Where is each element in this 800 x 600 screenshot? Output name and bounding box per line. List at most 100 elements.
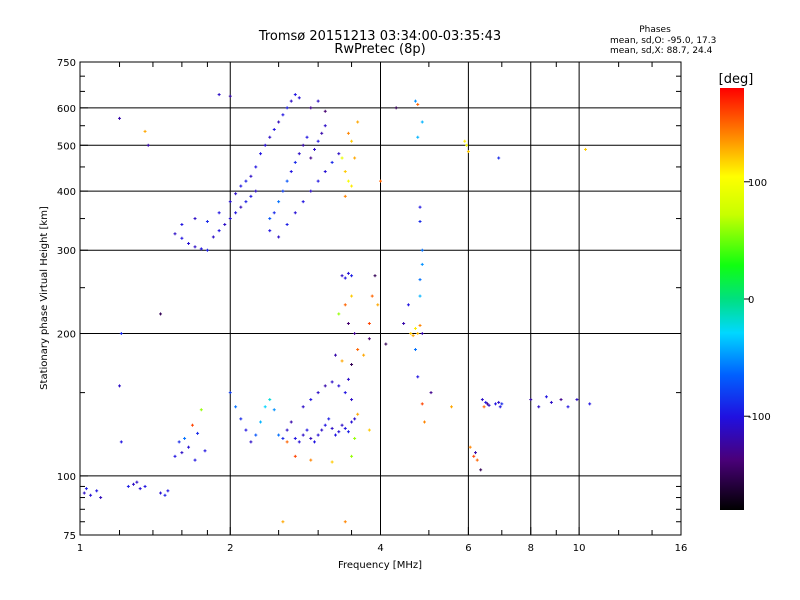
data-point [193, 245, 197, 249]
data-point [239, 417, 243, 421]
data-point [180, 236, 184, 240]
data-point [487, 403, 491, 407]
y-tick-label: 400 [57, 187, 76, 198]
data-point [281, 189, 285, 193]
x-tick-label: 16 [675, 543, 688, 554]
phase-info-heading: Phases [639, 25, 671, 35]
x-tick-label: 2 [227, 543, 233, 554]
colorbar-tick-label: -100 [748, 412, 771, 423]
data-point [418, 205, 422, 209]
y-tick-label: 600 [57, 104, 76, 115]
data-point [173, 232, 177, 236]
data-point [343, 276, 347, 280]
x-tick-label: 10 [573, 543, 586, 554]
data-point [183, 436, 187, 440]
y-tick-label: 100 [57, 472, 76, 483]
scatter-points [82, 93, 592, 524]
data-point [353, 156, 357, 160]
data-point [350, 184, 354, 188]
data-point [234, 211, 238, 215]
data-point [84, 487, 88, 491]
data-point [177, 440, 181, 444]
colorbar-tick-label: 0 [748, 295, 754, 306]
data-point [353, 417, 357, 421]
data-point [333, 433, 337, 437]
data-point [249, 440, 253, 444]
colorbar-ticks: 100 0 -100 [744, 178, 771, 423]
data-point [484, 400, 488, 404]
data-point [330, 460, 334, 464]
data-point [343, 194, 347, 198]
data-point [409, 332, 413, 336]
data-point [497, 156, 501, 160]
data-point [119, 332, 123, 336]
x-tick-label: 1 [77, 543, 83, 554]
y-tick-label: 75 [63, 531, 76, 542]
data-point [416, 375, 420, 379]
data-point [193, 458, 197, 462]
data-point [420, 248, 424, 252]
y-tick-label: 300 [57, 246, 76, 257]
colorbar-tick-label: 100 [748, 178, 767, 189]
data-point [420, 332, 424, 336]
data-point [228, 94, 232, 98]
data-point [89, 493, 93, 497]
data-point [163, 493, 167, 497]
data-point [353, 332, 357, 336]
data-point [285, 440, 289, 444]
data-point [297, 440, 301, 444]
data-point [309, 458, 313, 462]
data-point [346, 271, 350, 275]
data-point [575, 398, 579, 402]
data-point [301, 200, 305, 204]
data-point [473, 451, 477, 455]
data-point [263, 405, 267, 409]
data-point [384, 342, 388, 346]
data-point [289, 170, 293, 174]
data-point [203, 449, 207, 453]
data-point [228, 217, 232, 221]
data-point [420, 402, 424, 406]
data-point [281, 113, 285, 117]
data-point [316, 99, 320, 103]
data-point [95, 489, 99, 493]
data-point [323, 423, 327, 427]
colorbar [720, 88, 744, 510]
data-point [180, 223, 184, 227]
x-axis-label: Frequency [MHz] [338, 560, 422, 571]
data-point [337, 430, 341, 434]
data-point [272, 127, 276, 131]
y-tick-label: 200 [57, 330, 76, 341]
data-point [323, 124, 327, 128]
data-point [584, 147, 588, 151]
data-point [281, 520, 285, 524]
data-point [312, 147, 316, 151]
data-point [143, 129, 147, 133]
data-point [340, 359, 344, 363]
data-point [485, 402, 489, 406]
data-point [173, 454, 177, 458]
data-point [249, 194, 253, 198]
data-point [340, 274, 344, 278]
data-point [465, 143, 469, 147]
data-point [277, 200, 281, 204]
data-point [373, 274, 377, 278]
data-point [297, 96, 301, 100]
data-point [327, 417, 331, 421]
data-point [159, 491, 163, 495]
data-point [281, 436, 285, 440]
data-point [99, 496, 103, 500]
data-point [413, 326, 417, 330]
data-point [346, 377, 350, 381]
data-point [254, 189, 258, 193]
data-point [416, 135, 420, 139]
data-point [337, 152, 341, 156]
data-point [301, 143, 305, 147]
data-point [466, 150, 470, 154]
data-point [119, 440, 123, 444]
y-tick-label: 500 [57, 141, 76, 152]
data-point [126, 484, 130, 488]
data-point [429, 391, 433, 395]
data-point [350, 274, 354, 278]
data-point [418, 220, 422, 224]
